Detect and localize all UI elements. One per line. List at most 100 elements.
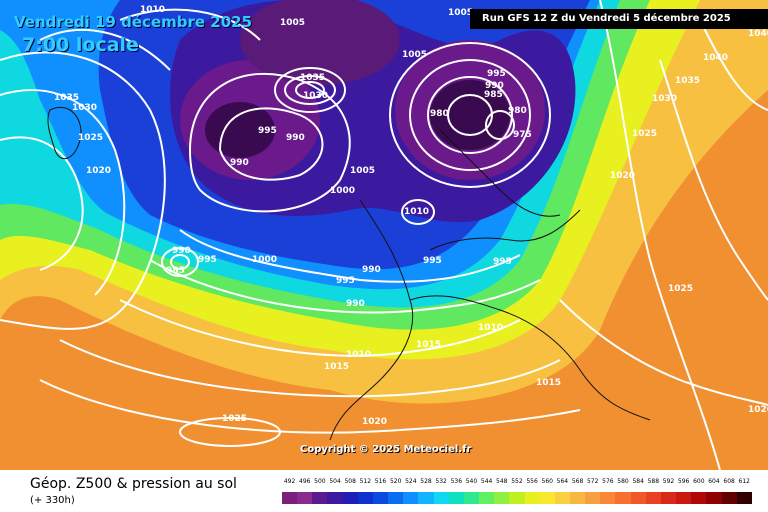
legend-labels: 492 496 500 504 508 512 516 520 524 528 532 536 540 5… xyxy=(282,478,752,490)
isobar-label: 1005 xyxy=(448,8,473,18)
legend-swatch xyxy=(357,492,373,504)
isobar-label: 1035 xyxy=(300,73,325,83)
forecast-time: 7:00 locale xyxy=(22,34,139,56)
isobar-label: 990 xyxy=(286,133,305,143)
isobar-label: 1000 xyxy=(330,186,355,196)
legend-tick-label: 568 xyxy=(571,478,584,485)
low-west-center xyxy=(205,102,275,158)
legend-swatch xyxy=(297,492,313,504)
weather-map: 1010 1005 1005 1035 1030 995 990 990 995… xyxy=(0,0,768,470)
legend-swatch xyxy=(327,492,343,504)
isobar-label: 1010 xyxy=(346,350,371,360)
legend-tick-label: 540 xyxy=(465,478,478,485)
legend-swatch xyxy=(403,492,419,504)
legend-swatch xyxy=(569,492,586,504)
legend-tick-label: 596 xyxy=(677,478,690,485)
isobars xyxy=(0,0,768,470)
legend-tick-label: 512 xyxy=(359,478,372,485)
legend-tick-label: 524 xyxy=(405,478,417,485)
isobar-label: 1015 xyxy=(416,340,441,350)
legend-tick-label: 496 xyxy=(299,478,311,485)
isobar-label: 1015 xyxy=(536,378,561,388)
copyright-notice: Copyright © 2025 Meteociel.fr xyxy=(300,444,472,455)
legend-swatch xyxy=(312,492,328,504)
isobar-label: 1000 xyxy=(252,255,277,265)
isobar-labels: 1010 1005 1005 1035 1030 995 990 990 995… xyxy=(54,5,768,427)
legend-tick-label: 544 xyxy=(480,478,493,485)
isobar-label: 1020 xyxy=(748,405,768,415)
legend-swatch xyxy=(630,492,646,504)
legend-swatch xyxy=(342,492,358,504)
isobar-label: 1020 xyxy=(362,417,387,427)
isobar-label: 990 xyxy=(172,246,191,256)
isobar-label: 1025 xyxy=(668,284,693,294)
legend-swatch xyxy=(509,492,525,504)
isobar-label: 980 xyxy=(430,109,449,119)
legend-swatch xyxy=(418,492,434,504)
legend-swatch xyxy=(706,492,722,504)
isobar-label: 985 xyxy=(166,266,185,276)
isobar-label: 1020 xyxy=(86,166,111,176)
isobar-label: 1035 xyxy=(675,76,700,86)
legend-tick-label: 592 xyxy=(662,478,675,485)
legend-swatch xyxy=(539,492,555,504)
isobar-label: 1005 xyxy=(280,18,305,28)
legend-swatch xyxy=(676,492,692,504)
isobar-label: 1035 xyxy=(54,93,79,103)
legend-tick-label: 608 xyxy=(723,478,735,485)
isobar-label: 995 xyxy=(258,126,277,136)
legend-tick-label: 556 xyxy=(526,478,538,485)
legend-tick-label: 500 xyxy=(314,478,326,485)
isobar-label: 995 xyxy=(493,257,512,267)
legend-swatch xyxy=(388,492,404,504)
legend-tick-label: 584 xyxy=(632,478,644,485)
legend-tick-label: 588 xyxy=(647,478,660,485)
legend-tick-label: 612 xyxy=(738,478,750,485)
legend-tick-label: 536 xyxy=(450,478,463,485)
isobar-label: 1025 xyxy=(222,414,247,424)
legend-swatch xyxy=(494,492,510,504)
legend-tick-label: 520 xyxy=(389,478,402,485)
legend-tick-label: 548 xyxy=(496,478,508,485)
legend-swatch xyxy=(372,492,389,504)
legend-swatch xyxy=(554,492,570,504)
isobar-label: 1025 xyxy=(632,129,657,139)
isobar-label: 1005 xyxy=(350,166,375,176)
legend-tick-label: 600 xyxy=(693,478,705,485)
legend-scale xyxy=(282,492,752,504)
legend-tick-label: 564 xyxy=(556,478,569,485)
isobar-label: 1030 xyxy=(652,94,677,104)
legend-swatch xyxy=(721,492,737,504)
legend-swatch xyxy=(615,492,631,504)
legend-swatch xyxy=(736,492,752,504)
legend-swatch xyxy=(600,492,616,504)
legend-tick-label: 604 xyxy=(708,478,720,485)
map-title: Géop. Z500 & pression au sol xyxy=(30,476,237,492)
legend-swatch xyxy=(479,492,495,504)
isobar-label: 1015 xyxy=(324,362,349,372)
isobar-label: 990 xyxy=(346,299,365,309)
legend-tick-label: 528 xyxy=(420,478,432,485)
legend-tick-label: 492 xyxy=(283,478,296,485)
isobar-label: 1010 xyxy=(478,323,503,333)
isobar-label: 1020 xyxy=(610,171,635,181)
legend-tick-label: 576 xyxy=(602,478,614,485)
isobar-label: 980 xyxy=(508,106,527,116)
low-east-center xyxy=(430,80,510,150)
legend-tick-label: 508 xyxy=(344,478,356,485)
coastlines xyxy=(47,106,651,441)
isobar-label: 1005 xyxy=(402,50,427,60)
isobar-label: 1040 xyxy=(748,29,768,39)
isobar-label: 990 xyxy=(230,158,249,168)
legend-tick-label: 532 xyxy=(435,478,447,485)
isobar-label: 990 xyxy=(485,81,504,91)
isobar-label: 1040 xyxy=(703,53,728,63)
isobar-label: 990 xyxy=(362,265,381,275)
footer: Géop. Z500 & pression au sol (+ 330h) 49… xyxy=(0,470,768,512)
legend-swatch xyxy=(448,492,464,504)
legend-tick-label: 552 xyxy=(511,478,523,485)
isobar-label: 995 xyxy=(487,69,506,79)
isobar-label: 995 xyxy=(198,255,217,265)
isobar-label: 995 xyxy=(336,276,355,286)
